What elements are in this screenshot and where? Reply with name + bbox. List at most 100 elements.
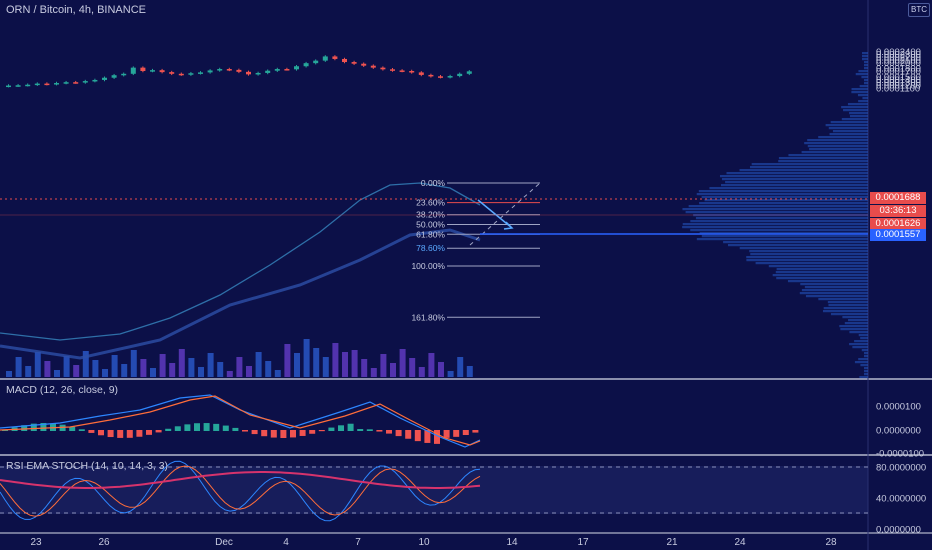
candle-body [428, 74, 434, 77]
volume-profile-bar [864, 367, 868, 370]
price-badge-2: 0.0001626 [870, 218, 926, 230]
volume-profile-bar [699, 232, 868, 235]
last-price-badge: 0.0001688 [870, 192, 926, 204]
volume-profile-bar [699, 202, 868, 205]
price-tick-label: 0.0001100 [876, 83, 920, 94]
macd-histogram-bar [328, 427, 335, 431]
candle-body [169, 72, 175, 74]
volume-profile-bar [864, 61, 868, 64]
macd-histogram-bar [136, 430, 143, 437]
macd-histogram-bar [395, 430, 402, 437]
macd-histogram-bar [290, 430, 296, 438]
volume-bar [370, 368, 377, 377]
stoch-band [0, 466, 868, 514]
volume-profile-bar [746, 256, 868, 259]
currency-badge[interactable]: BTC [908, 3, 930, 17]
volume-bar [178, 349, 185, 377]
macd-tick-label: 0.0000100 [876, 402, 921, 413]
volume-profile-bar [723, 241, 868, 244]
volume-profile-bar [807, 145, 868, 148]
price-tick-label: 0.0001700 [876, 67, 921, 78]
candle-body [284, 69, 290, 71]
volume-profile-bar [860, 337, 868, 340]
volume-bar [246, 366, 252, 377]
volume-profile-bar [818, 136, 868, 139]
candle-body [92, 79, 98, 82]
volume-profile-bar [787, 280, 868, 283]
volume-profile-bar [857, 94, 868, 97]
volume-profile-bar [864, 79, 868, 82]
price-tick-label: 0.0002400 [876, 47, 921, 58]
volume-profile-bar [864, 355, 868, 358]
candle-body [342, 58, 347, 63]
candle-body [121, 73, 127, 76]
volume-bar [457, 357, 464, 377]
countdown-badge: 03:36:13 [870, 205, 926, 217]
volume-profile-bar [851, 88, 868, 91]
volume-profile-bar [801, 289, 868, 292]
rsi-stoch-pane [0, 460, 481, 522]
volume-profile-bar [828, 127, 868, 130]
price-tick-label: 0.0002100 [876, 55, 921, 66]
macd-histogram-bar [414, 430, 421, 442]
time-axis-label: 23 [30, 537, 42, 548]
candle-body [399, 70, 405, 72]
volume-bar [332, 343, 339, 377]
volume-bar [207, 353, 214, 377]
candle-body [390, 69, 395, 71]
volume-profile-bar [852, 346, 868, 349]
time-axis-label: 24 [734, 537, 746, 548]
volume-profile-bar [858, 100, 868, 103]
volume-bar [294, 353, 300, 377]
volume-bar [63, 356, 70, 377]
volume-bar [6, 371, 12, 377]
candle-body [447, 76, 453, 78]
macd-histogram-bar [184, 424, 191, 431]
volume-bar [428, 353, 435, 377]
volume-profile-bar [804, 286, 868, 289]
macd-histogram-bar [347, 423, 354, 431]
candle-body [332, 56, 338, 59]
candle-body [466, 71, 472, 74]
candle-body [207, 70, 213, 73]
volume-profile-bar [849, 331, 868, 334]
candle-body [150, 70, 155, 72]
volume-bar [399, 349, 406, 377]
volume-profile-bar [701, 196, 868, 199]
volume-profile-bar [775, 271, 868, 274]
macd-histogram-bar [174, 426, 181, 431]
volume-bar [284, 344, 291, 377]
candle-body [15, 85, 21, 87]
candle-body [255, 72, 261, 75]
macd-histogram-bar [299, 430, 306, 436]
macd-histogram-bar [78, 429, 85, 431]
volume-profile-bar [864, 352, 868, 355]
candle-body [6, 85, 11, 88]
candle-body [198, 72, 203, 74]
volume-bar [322, 357, 329, 377]
volume-profile-bar [829, 133, 868, 136]
volume-profile-bar [858, 358, 868, 361]
volume-profile-bar [859, 376, 868, 379]
volume-profile-bar [861, 349, 868, 352]
candle-body [34, 83, 40, 86]
volume-bar [217, 362, 224, 377]
macd-histogram-bar [366, 429, 373, 431]
volume-profile-bar [807, 139, 868, 142]
volume-profile-bar [830, 313, 868, 316]
macd-histogram-bar [405, 430, 412, 439]
candle-body [188, 73, 194, 75]
volume-profile-bar [696, 193, 868, 196]
candle-body [370, 65, 376, 68]
candle-body [73, 82, 79, 84]
macd-histogram-bar [165, 428, 172, 431]
time-axis-label: 26 [98, 537, 110, 548]
volume-profile-bar [843, 109, 868, 112]
volume-profile-bar [701, 235, 868, 238]
candle-body [25, 84, 31, 87]
candle-body [274, 69, 280, 71]
volume-bar [226, 371, 233, 377]
candle-body [63, 82, 69, 84]
volume-profile-bar [822, 310, 868, 313]
